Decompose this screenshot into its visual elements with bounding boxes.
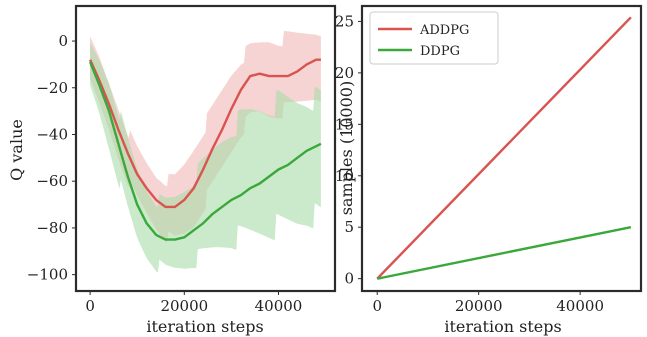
y-tick-label: −80: [36, 219, 68, 237]
q-value-panel: 0 20000 40000 0 −20 −40 −60 −80 −100 iteration …: [7, 4, 337, 336]
x-tick-label: 0: [372, 297, 382, 315]
y-tick-label: 0: [58, 32, 68, 50]
q-value-y-ticks: 0 −20 −40 −60 −80 −100: [27, 32, 76, 284]
samples-x-axis-label: iteration steps: [444, 317, 561, 336]
samples-y-ticks: 0 5 10 15 20 25: [335, 12, 362, 288]
samples-lines: [376, 16, 632, 280]
x-tick-label: 40000: [255, 297, 303, 315]
q-value-x-ticks: 0 20000 40000: [85, 291, 302, 315]
q-value-lines: [88, 58, 322, 241]
y-tick-label: −40: [36, 125, 68, 143]
legend-addpg-label: ADDPG: [419, 23, 469, 38]
y-tick-label: 5: [344, 218, 354, 236]
series-line-addpg: [89, 58, 321, 209]
band-ddpg: [90, 43, 321, 273]
y-tick-label: 15: [335, 115, 354, 133]
y-tick-label: 10: [335, 167, 354, 185]
x-tick-label: 20000: [455, 297, 503, 315]
q-value-bands: [90, 30, 321, 273]
samples-plot-frame: [360, 4, 643, 293]
y-tick-label: 20: [335, 64, 354, 82]
samples-x-ticks: 0 20000 40000: [372, 291, 604, 315]
series-line-addpg: [376, 16, 632, 280]
x-tick-label: 0: [85, 297, 95, 315]
q-value-x-axis-label: iteration steps: [146, 317, 263, 336]
y-tick-label: −20: [36, 79, 68, 97]
x-tick-label: 20000: [160, 297, 208, 315]
legend-ddpg-label: DDPG: [420, 44, 460, 59]
y-tick-label: −60: [36, 172, 68, 190]
y-tick-label: 0: [344, 270, 354, 288]
x-tick-label: 40000: [556, 297, 604, 315]
samples-legend: ADDPG DDPG: [369, 11, 499, 65]
samples-y-axis-label: samples (10000): [337, 81, 356, 215]
series-line-ddpg: [376, 226, 632, 280]
y-tick-label: −100: [27, 266, 68, 284]
samples-panel: 0 20000 40000 0 5 10 15 20 25 iteration steps s…: [335, 4, 643, 336]
series-line-ddpg: [88, 61, 322, 241]
y-tick-label: 25: [335, 12, 354, 30]
q-value-plot-frame: [74, 4, 337, 293]
q-value-y-axis-label: Q value: [7, 119, 26, 181]
